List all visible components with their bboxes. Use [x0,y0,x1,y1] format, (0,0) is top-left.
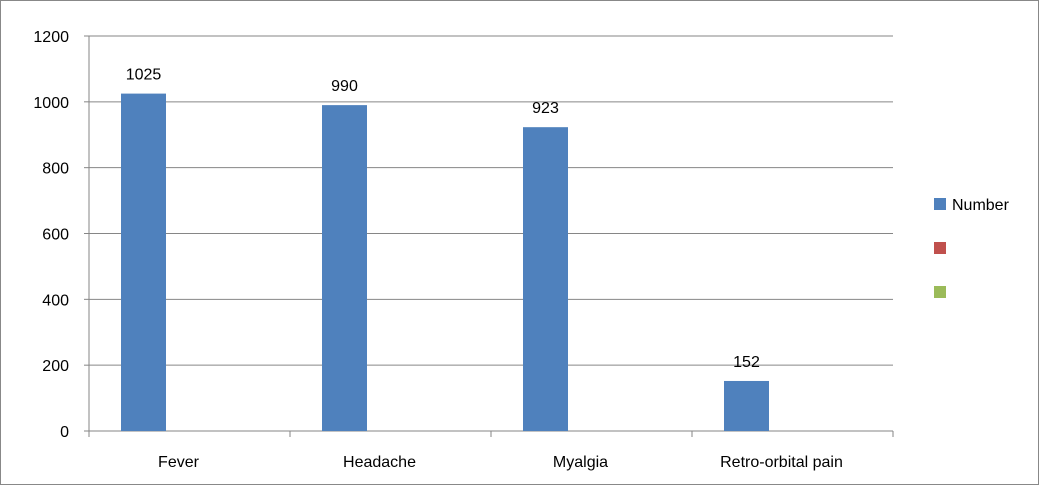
legend-label: Number [952,197,1010,214]
y-tick-label: 800 [42,161,69,178]
gridlines [89,35,893,366]
data-labels: 1025 990 923 152 [126,67,760,371]
y-tick-label: 0 [60,424,69,441]
bar-headache [322,105,367,431]
data-label: 923 [532,100,559,117]
y-tick-label: 1000 [33,95,69,112]
y-tick-label: 1200 [33,29,69,46]
bar-myalgia [523,127,568,431]
legend: Number [934,197,1010,298]
data-label: 152 [733,354,760,371]
bar-fever [121,93,166,432]
x-tick-label: Headache [343,454,416,471]
legend-swatch [934,286,946,298]
x-tick-label: Fever [158,454,200,471]
y-tick-label: 200 [42,358,69,375]
data-label: 1025 [126,67,162,84]
y-tick-label: 600 [42,227,69,244]
axes: 0 200 400 600 800 1000 1200 Fever Headache Myalgi… [33,29,894,471]
legend-swatch [934,198,946,210]
bars [121,93,769,432]
x-tick-label: Myalgia [553,454,608,471]
bar-retro-orbital-pain [724,380,769,431]
x-tick-label: Retro-orbital pain [720,454,843,471]
y-tick-label: 400 [42,292,69,309]
legend-swatch [934,242,946,254]
data-label: 990 [331,78,358,95]
